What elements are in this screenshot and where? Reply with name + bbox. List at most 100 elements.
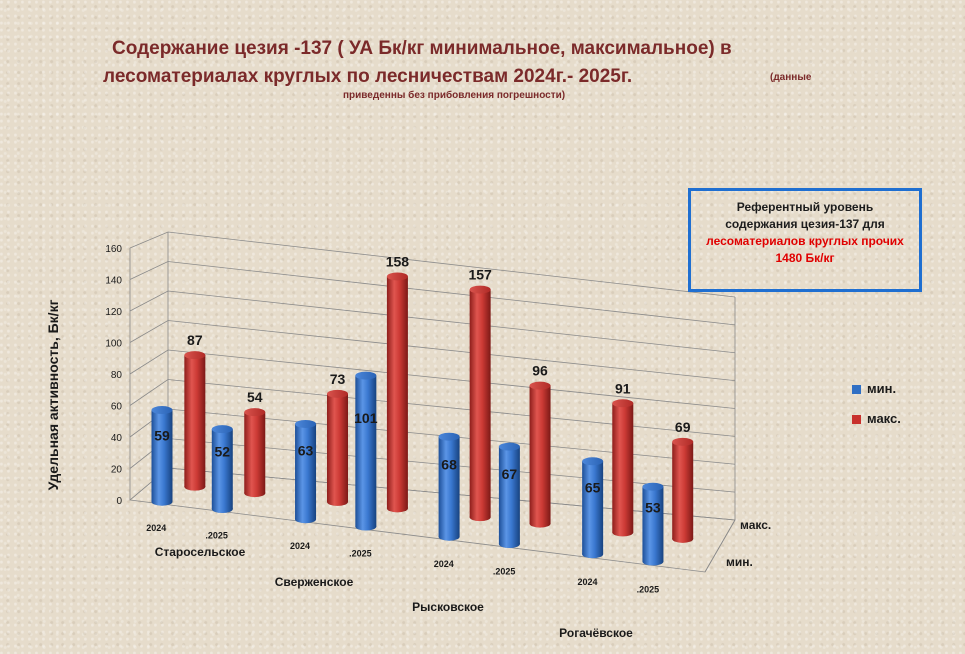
bar-min-bottom — [211, 505, 233, 514]
y-tick-label: 40 — [111, 433, 123, 444]
y-tick-label: 140 — [105, 276, 122, 287]
bar-max-top — [612, 399, 634, 408]
group-label: Сверженское — [275, 575, 354, 589]
bar-max — [244, 408, 266, 498]
bar-max-bottom — [529, 519, 551, 528]
bar-max-top — [326, 389, 348, 398]
data-label-max: 158 — [386, 253, 410, 269]
bar-min-body — [295, 423, 317, 520]
data-label-max: 54 — [247, 389, 263, 405]
data-label-min: 68 — [441, 457, 457, 473]
data-label-min: 67 — [502, 466, 518, 482]
bar-max — [469, 285, 491, 522]
bar-max-bottom — [386, 504, 408, 513]
bar-max-bottom — [672, 534, 694, 543]
y-tick-label: 60 — [111, 402, 123, 413]
bars-layer: 87 54 73 158 157 96 91 69 59 52 63 101 68 67 65 53 — [151, 253, 694, 566]
bar-min-bottom — [438, 532, 460, 541]
bar-max-body — [386, 276, 408, 509]
bar-min-body — [498, 446, 520, 545]
bar-min — [295, 419, 317, 524]
y-tick-label: 80 — [111, 370, 123, 381]
y-tick-label: 0 — [116, 496, 122, 507]
legend-swatch-min — [852, 385, 861, 395]
x-tick-label: 2024 — [146, 523, 166, 533]
x-tick-label: 2024 — [577, 577, 597, 587]
bar-max-bottom — [244, 489, 266, 498]
bar-max-body — [529, 385, 551, 524]
gridline — [129, 320, 736, 382]
reference-line-1: Референтный уровень — [736, 200, 874, 214]
group-label: Старосельское — [155, 545, 246, 559]
data-label-min: 101 — [354, 410, 378, 426]
gridline — [129, 231, 736, 298]
bar-min — [642, 482, 664, 566]
bar-max-bottom — [469, 513, 491, 522]
bar-min-body — [582, 461, 604, 555]
reference-level-box: Референтный уровень содержания цезия-137… — [688, 188, 922, 292]
bar-max-body — [184, 355, 206, 487]
reference-line-3: лесоматериалов круглых прочих — [706, 234, 904, 248]
bar-min-top — [642, 482, 664, 491]
legend-item-min: мин. — [852, 381, 896, 396]
bar-max — [184, 351, 206, 491]
bar-min — [211, 425, 233, 514]
bar-min-body — [438, 436, 460, 537]
bar-min-body — [211, 429, 233, 510]
gridline — [129, 290, 736, 354]
bar-max-bottom — [184, 482, 206, 491]
bar-max-top — [244, 408, 266, 417]
bar-max-bottom — [326, 497, 348, 506]
chart-title-line-1: Содержание цезия -137 ( УА Бк/кг минимал… — [112, 38, 732, 59]
bar-min-body — [151, 410, 173, 502]
bar-min — [151, 406, 173, 506]
depth-label-max: макс. — [740, 518, 771, 532]
depth-label-min: мин. — [726, 555, 753, 569]
x-tick-label: .2025 — [349, 549, 372, 559]
data-label-max: 69 — [675, 419, 691, 435]
bar-max — [672, 437, 694, 543]
y-axis-label: Удельная активность, Бк/кг — [45, 299, 61, 490]
chart-title-line-2: лесоматериалах круглых по лесничествам 2… — [103, 66, 633, 87]
bar-min — [355, 371, 377, 531]
bar-max — [326, 389, 348, 506]
bar-min-body — [642, 486, 664, 562]
data-label-max: 87 — [187, 332, 203, 348]
data-label-max: 157 — [468, 267, 492, 283]
bar-max-top — [469, 285, 491, 294]
depth-axis — [704, 519, 736, 573]
x-tick-label: .2025 — [205, 531, 228, 541]
reference-line-2: содержания цезия-137 для — [725, 217, 885, 231]
gridline — [129, 261, 736, 326]
x-tick-label: 2024 — [434, 559, 454, 569]
bar-min-top — [438, 432, 460, 441]
bar-min-top — [582, 457, 604, 466]
x-tick-label: 2024 — [290, 541, 310, 551]
y-tick-label: 100 — [105, 339, 122, 350]
bar-min-top — [498, 442, 520, 451]
x-tick-label: .2025 — [493, 567, 516, 577]
y-tick-label: 160 — [105, 244, 122, 255]
x-tick-label: .2025 — [637, 585, 660, 595]
data-label-max: 96 — [532, 363, 548, 379]
group-label: Рысковское — [412, 600, 484, 614]
gridline — [129, 349, 736, 409]
data-label-min: 52 — [214, 444, 230, 460]
chart-note-part-1: (данные — [770, 72, 812, 83]
bar-max — [386, 272, 408, 513]
bar-min-top — [151, 406, 173, 415]
legend-swatch-max — [852, 415, 861, 425]
data-label-min: 59 — [154, 428, 170, 444]
bar-max-bottom — [612, 528, 634, 537]
y-axis-ticks: 0 20 40 60 80 100 120 140 160 — [105, 244, 122, 507]
legend-item-max: макс. — [852, 411, 901, 426]
bar-min-top — [295, 419, 317, 428]
reference-line-4: 1480 Бк/кг — [775, 251, 835, 265]
bar-min-bottom — [151, 497, 173, 506]
legend-label-max: макс. — [867, 411, 901, 426]
bar-min — [582, 457, 604, 559]
bar-max-top — [184, 351, 206, 360]
bar-min-bottom — [355, 522, 377, 531]
data-label-max: 91 — [615, 380, 631, 396]
